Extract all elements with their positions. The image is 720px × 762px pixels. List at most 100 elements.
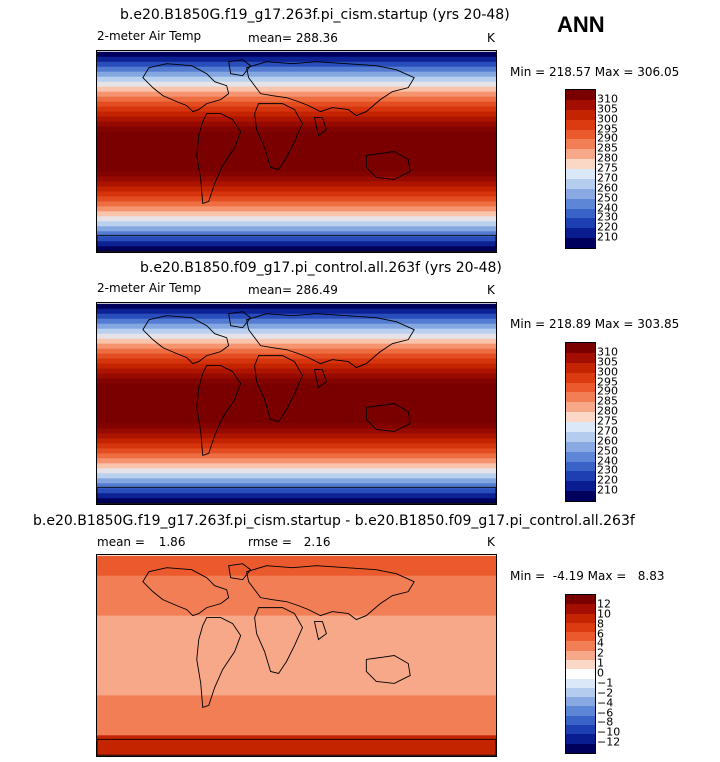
panel-3-map-field	[97, 555, 496, 756]
map-field-band	[97, 575, 496, 582]
map-field-band	[97, 181, 496, 188]
map-field-band	[97, 303, 496, 310]
colorbar-tick-label: 285	[597, 141, 618, 155]
map-field-band	[97, 211, 496, 217]
colorbar-tick-label: −6	[597, 706, 614, 719]
colorbar-tick-label: 275	[597, 414, 618, 428]
map-field-band	[97, 236, 496, 242]
coastline	[365, 151, 411, 180]
coastline	[246, 565, 415, 621]
colorbar-tick-label: 0	[597, 666, 604, 680]
colorbar-swatch	[566, 392, 595, 403]
map-field-band	[97, 570, 496, 577]
colorbar-tick-label: 12	[597, 597, 611, 611]
colorbar-tick-label: 240	[597, 454, 618, 467]
colorbar-swatch	[566, 613, 595, 623]
colorbar-tick-label: 270	[597, 171, 618, 185]
colorbar-swatch	[566, 372, 595, 383]
map-field-band	[97, 498, 496, 504]
map-field-band	[97, 111, 496, 118]
colorbar-swatch	[566, 402, 595, 413]
colorbar-swatch	[566, 382, 595, 393]
colorbar-swatch	[566, 604, 595, 614]
colorbar-swatch	[566, 238, 595, 248]
colorbar-tick-label: −10	[597, 725, 621, 739]
colorbar-tick-label: 260	[597, 181, 618, 195]
panel-1-units: K	[487, 31, 495, 45]
panel-2-map	[96, 302, 497, 505]
map-field-band	[97, 635, 496, 642]
colorbar-tick-label: 250	[597, 191, 618, 205]
colorbar-swatch	[566, 669, 595, 679]
colorbar-swatch	[566, 129, 595, 140]
season-label: ANN	[557, 12, 605, 37]
map-field-band	[97, 403, 496, 410]
panel-3-title: b.e20.B1850G.f19_g17.263f.pi_cism.startu…	[33, 513, 635, 529]
coastline	[246, 313, 415, 369]
coastline	[97, 234, 496, 252]
colorbar-swatch	[566, 362, 595, 373]
colorbar-swatch	[566, 109, 595, 120]
panel-1-mean-value: 288.36	[295, 31, 338, 45]
colorbar-tick-label: 1	[597, 656, 604, 670]
colorbar-swatch	[566, 451, 595, 462]
colorbar-tick-label: −4	[597, 696, 614, 710]
map-field-band	[97, 378, 496, 385]
panel-1-colorbar	[565, 89, 596, 249]
colorbar-swatch	[566, 188, 595, 199]
colorbar-tick-label: 250	[597, 444, 618, 458]
map-field-band	[97, 493, 496, 499]
colorbar-swatch	[566, 422, 595, 432]
map-field-band	[97, 226, 496, 232]
map-field-band	[97, 665, 496, 672]
colorbar-swatch	[566, 412, 595, 422]
map-field-band	[97, 620, 496, 627]
colorbar-swatch	[566, 678, 595, 688]
map-field-band	[97, 750, 496, 756]
panel-2-colorbar	[565, 342, 596, 502]
coastline	[246, 61, 415, 117]
colorbar-swatch	[566, 90, 595, 100]
map-field-band	[97, 680, 496, 687]
colorbar-swatch	[566, 650, 595, 660]
colorbar-swatch	[566, 208, 595, 219]
colorbar-tick-label: 220	[597, 473, 618, 487]
map-field-band	[97, 463, 496, 469]
map-field-band	[97, 121, 496, 128]
map-field-band	[97, 131, 496, 138]
panel-1-map-field	[97, 51, 496, 252]
panel-3-rmse-value: 2.16	[303, 535, 331, 549]
coastline	[228, 563, 252, 581]
map-field-band	[97, 645, 496, 652]
map-field-band	[97, 458, 496, 464]
colorbar-tick-label: 290	[597, 384, 618, 398]
coastline	[254, 607, 303, 674]
colorbar-tick-label: 300	[597, 112, 618, 126]
panel-1-title: b.e20.B1850G.f19_g17.263f.pi_cism.startu…	[120, 7, 510, 23]
panel-2-mean-key: mean=	[248, 283, 293, 297]
colorbar-tick-label: 240	[597, 201, 618, 214]
map-field-band	[97, 453, 496, 459]
coastline	[97, 738, 496, 756]
map-field-band	[97, 221, 496, 227]
map-field-band	[97, 96, 496, 103]
colorbar-tick-label: 305	[597, 102, 618, 116]
map-field-band	[97, 106, 496, 113]
colorbar-swatch	[566, 178, 595, 189]
colorbar-swatch	[566, 481, 595, 492]
colorbar-tick-label: 210	[597, 230, 618, 244]
map-field-band	[97, 473, 496, 479]
map-field-band	[97, 343, 496, 350]
colorbar-swatch	[566, 687, 595, 698]
panel-2-colorbar-ticks: 310 305 300 295 290 285 280 275 270 260 250 240 230 2…	[597, 342, 637, 500]
colorbar-swatch	[566, 659, 595, 670]
colorbar-tick-label: −1	[597, 676, 614, 690]
map-field-band	[97, 166, 496, 173]
map-field-band	[97, 555, 496, 562]
panel-3-rmse-key: rmse =	[248, 535, 292, 549]
map-field-band	[97, 700, 496, 706]
panel-1-mean-key: mean=	[248, 31, 293, 45]
map-field-band	[97, 241, 496, 247]
colorbar-swatch	[566, 198, 595, 209]
map-field-band	[97, 76, 496, 83]
